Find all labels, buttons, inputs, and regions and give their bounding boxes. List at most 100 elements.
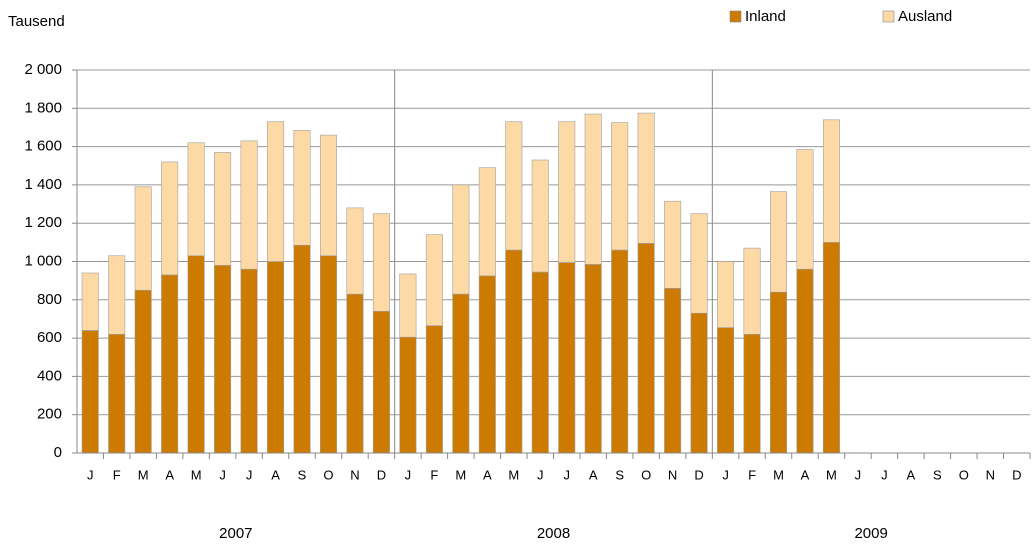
y-tick-label: 2 000	[24, 61, 62, 78]
legend-swatch	[729, 10, 742, 23]
y-tick-label: 400	[37, 367, 62, 384]
x-tick-label: F	[748, 467, 756, 482]
bar-ausland	[637, 112, 655, 244]
bar-ausland	[293, 130, 311, 246]
y-tick-label: 0	[54, 444, 62, 461]
x-tick-label: M	[773, 467, 784, 482]
y-tick-label: 1 600	[24, 138, 62, 155]
bar-inland	[584, 264, 602, 454]
x-tick-label: N	[350, 467, 359, 482]
x-tick-label: M	[455, 467, 466, 482]
bar-inland	[558, 262, 576, 454]
y-tick-label: 1 400	[24, 176, 62, 193]
x-tick-label: F	[430, 467, 438, 482]
bar-inland	[531, 271, 549, 454]
x-tick-label: A	[589, 467, 598, 482]
x-tick-label: A	[801, 467, 810, 482]
x-tick-label: S	[933, 467, 942, 482]
bar-ausland	[770, 191, 788, 293]
y-tick-label: 800	[37, 291, 62, 308]
bar-inland	[108, 333, 126, 454]
bar-ausland	[346, 207, 364, 295]
bar-ausland	[319, 134, 337, 257]
year-label: 2009	[854, 525, 887, 542]
bar-inland	[822, 242, 840, 454]
bar-ausland	[584, 113, 602, 265]
bar-inland	[319, 255, 337, 454]
x-tick-label: J	[855, 467, 862, 482]
x-tick-label: D	[377, 467, 386, 482]
bar-inland	[664, 288, 682, 454]
bar-inland	[134, 289, 152, 454]
bar-ausland	[531, 159, 549, 273]
x-tick-label: J	[563, 467, 570, 482]
x-tick-label: M	[826, 467, 837, 482]
bar-inland	[240, 268, 258, 454]
bar-inland	[214, 265, 232, 454]
x-tick-label: O	[959, 467, 969, 482]
bar-ausland	[267, 121, 285, 262]
bar-inland	[187, 255, 205, 454]
y-tick-label: 1 000	[24, 252, 62, 269]
x-tick-label: M	[138, 467, 149, 482]
x-tick-label: J	[219, 467, 226, 482]
bar-inland	[505, 249, 523, 454]
bar-ausland	[717, 261, 735, 328]
year-label: 2008	[537, 525, 570, 542]
x-tick-label: N	[668, 467, 677, 482]
bar-inland	[770, 291, 788, 454]
x-tick-label: S	[615, 467, 624, 482]
bar-inland	[717, 327, 735, 454]
bar-ausland	[372, 213, 390, 312]
bar-inland	[346, 293, 364, 454]
y-tick-label: 600	[37, 329, 62, 346]
x-tick-label: M	[508, 467, 519, 482]
bar-ausland	[796, 149, 814, 270]
bar-ausland	[478, 167, 496, 277]
x-tick-label: N	[986, 467, 995, 482]
bar-ausland	[187, 142, 205, 257]
x-tick-label: O	[641, 467, 651, 482]
x-tick-label: S	[298, 467, 307, 482]
bar-inland	[399, 336, 417, 454]
bar-inland	[425, 325, 443, 454]
x-tick-label: D	[1012, 467, 1021, 482]
bar-ausland	[214, 152, 232, 266]
bar-ausland	[743, 247, 761, 335]
bar-inland	[637, 243, 655, 454]
bar-inland	[161, 274, 179, 454]
x-tick-label: J	[537, 467, 544, 482]
bar-inland	[293, 244, 311, 454]
bar-inland	[267, 261, 285, 454]
bar-ausland	[108, 255, 126, 335]
bar-inland	[796, 268, 814, 454]
x-tick-label: J	[881, 467, 888, 482]
y-axis-label: Tausend	[8, 13, 65, 30]
legend-swatch	[882, 10, 895, 23]
x-tick-label: J	[722, 467, 729, 482]
bar-ausland	[664, 200, 682, 289]
y-tick-label: 1 800	[24, 99, 62, 116]
x-tick-label: D	[694, 467, 703, 482]
bar-ausland	[822, 119, 840, 243]
bar-ausland	[161, 161, 179, 276]
x-tick-label: M	[191, 467, 202, 482]
bar-inland	[372, 310, 390, 454]
legend-label: Inland	[745, 8, 786, 25]
x-tick-label: A	[907, 467, 916, 482]
y-tick-label: 200	[37, 406, 62, 423]
year-label: 2007	[219, 525, 252, 542]
x-tick-label: A	[165, 467, 174, 482]
x-tick-label: A	[483, 467, 492, 482]
bar-ausland	[690, 213, 708, 314]
x-tick-label: O	[323, 467, 333, 482]
bar-ausland	[240, 140, 258, 270]
bar-ausland	[399, 273, 417, 338]
bar-ausland	[81, 272, 99, 331]
bar-inland	[611, 249, 629, 454]
x-tick-label: J	[246, 467, 253, 482]
x-tick-label: J	[87, 467, 94, 482]
bar-inland	[81, 330, 99, 454]
legend-label: Ausland	[898, 8, 952, 25]
